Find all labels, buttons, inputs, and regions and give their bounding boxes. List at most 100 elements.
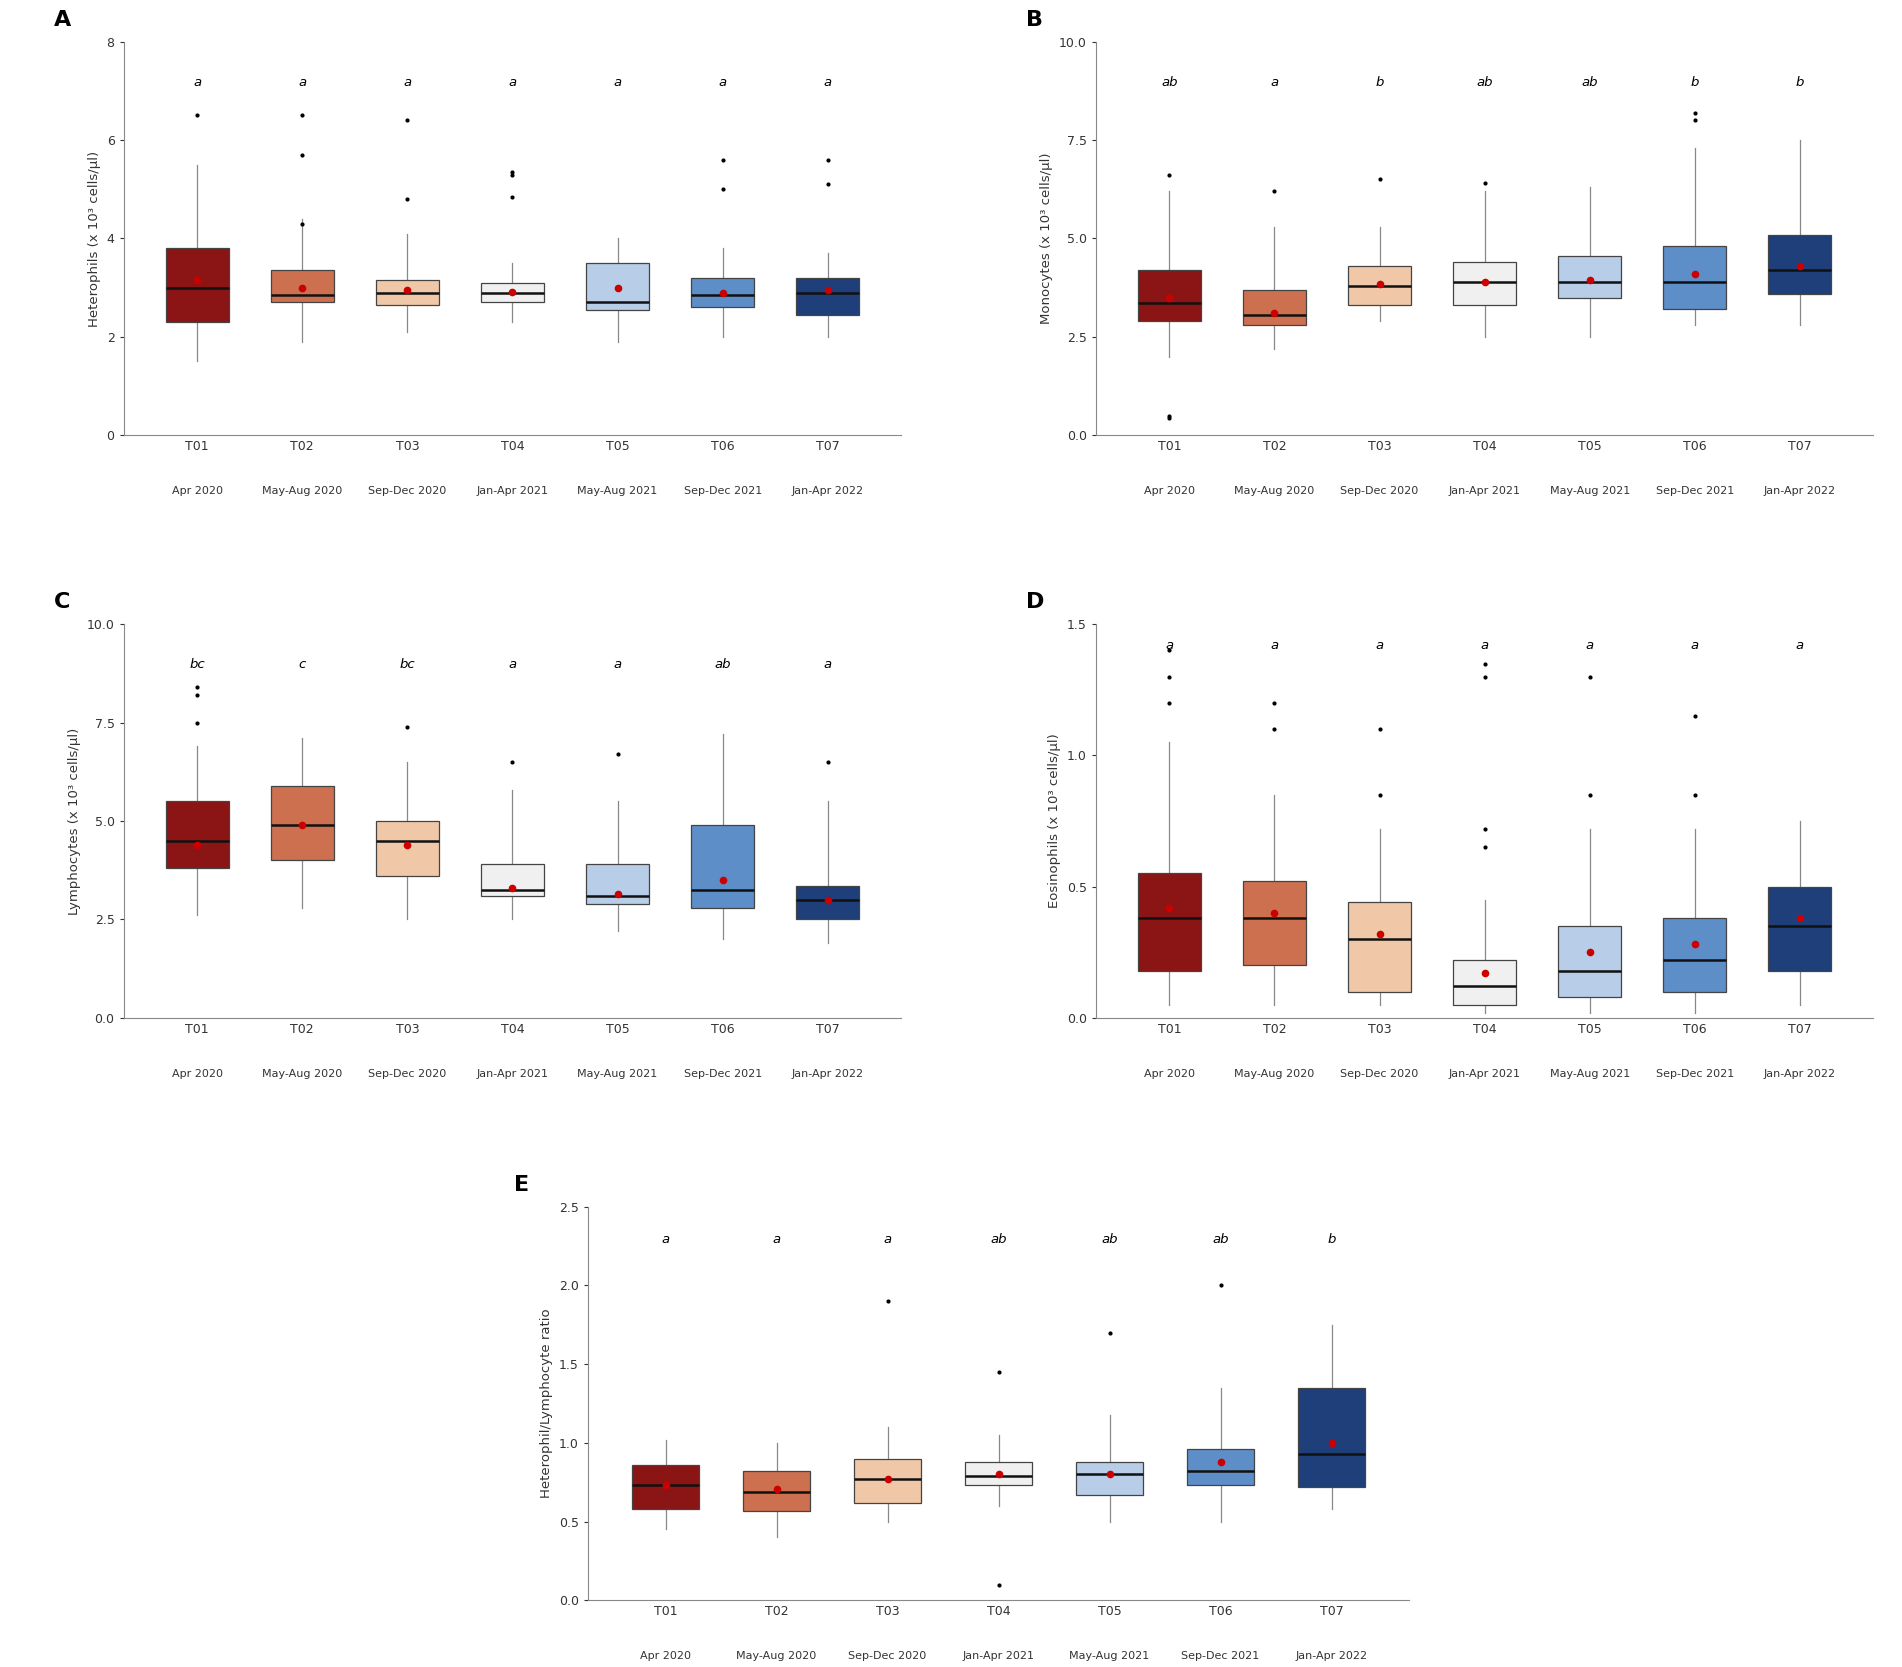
Bar bbox=[797, 885, 860, 920]
Y-axis label: Monocytes (x 10³ cells/µl): Monocytes (x 10³ cells/µl) bbox=[1040, 153, 1054, 323]
Text: Jan-Apr 2022: Jan-Apr 2022 bbox=[791, 1069, 864, 1079]
Bar bbox=[1137, 874, 1200, 970]
Text: b: b bbox=[1691, 77, 1698, 88]
Text: Apr 2020: Apr 2020 bbox=[641, 1652, 690, 1662]
Text: Sep-Dec 2020: Sep-Dec 2020 bbox=[1341, 1069, 1419, 1079]
Text: ab: ab bbox=[1581, 77, 1598, 88]
Text: B: B bbox=[1025, 10, 1042, 30]
Text: a: a bbox=[1795, 638, 1803, 652]
Y-axis label: Eosinophils (x 10³ cells/µl): Eosinophils (x 10³ cells/µl) bbox=[1048, 733, 1061, 909]
Text: bc: bc bbox=[399, 658, 415, 672]
Bar bbox=[744, 1472, 810, 1510]
Text: a: a bbox=[1375, 638, 1383, 652]
Bar bbox=[1349, 902, 1411, 992]
Text: Jan-Apr 2022: Jan-Apr 2022 bbox=[1763, 487, 1835, 497]
Bar bbox=[270, 785, 335, 860]
Bar bbox=[377, 280, 439, 305]
Text: Jan-Apr 2021: Jan-Apr 2021 bbox=[477, 1069, 548, 1079]
Bar bbox=[1077, 1462, 1143, 1495]
Y-axis label: Heterophils (x 10³ cells/µl): Heterophils (x 10³ cells/µl) bbox=[87, 150, 101, 327]
Text: ab: ab bbox=[1101, 1234, 1118, 1245]
Text: Jan-Apr 2021: Jan-Apr 2021 bbox=[962, 1652, 1035, 1662]
Text: a: a bbox=[194, 77, 202, 88]
Text: a: a bbox=[614, 77, 622, 88]
Bar bbox=[481, 864, 544, 895]
Text: a: a bbox=[403, 77, 411, 88]
Text: Jan-Apr 2021: Jan-Apr 2021 bbox=[1449, 487, 1520, 497]
Text: a: a bbox=[508, 77, 517, 88]
Text: Sep-Dec 2021: Sep-Dec 2021 bbox=[683, 487, 763, 497]
Text: a: a bbox=[662, 1234, 670, 1245]
Text: a: a bbox=[719, 77, 727, 88]
Text: a: a bbox=[1271, 77, 1278, 88]
Bar bbox=[1349, 267, 1411, 305]
Text: a: a bbox=[772, 1234, 780, 1245]
Bar bbox=[631, 1465, 698, 1509]
Text: b: b bbox=[1795, 77, 1805, 88]
Text: bc: bc bbox=[190, 658, 205, 672]
Text: a: a bbox=[884, 1234, 892, 1245]
Bar bbox=[586, 864, 649, 904]
Bar bbox=[1242, 290, 1307, 325]
Text: Sep-Dec 2020: Sep-Dec 2020 bbox=[369, 1069, 447, 1079]
Bar bbox=[690, 825, 755, 907]
Text: May-Aug 2021: May-Aug 2021 bbox=[1550, 1069, 1630, 1079]
Text: ab: ab bbox=[1476, 77, 1493, 88]
Bar bbox=[270, 270, 335, 302]
Bar bbox=[964, 1462, 1033, 1485]
Text: May-Aug 2020: May-Aug 2020 bbox=[262, 487, 342, 497]
Text: May-Aug 2020: May-Aug 2020 bbox=[262, 1069, 342, 1079]
Bar bbox=[165, 248, 228, 322]
Text: Apr 2020: Apr 2020 bbox=[171, 1069, 223, 1079]
Text: Sep-Dec 2020: Sep-Dec 2020 bbox=[848, 1652, 926, 1662]
Text: Sep-Dec 2021: Sep-Dec 2021 bbox=[683, 1069, 763, 1079]
Text: b: b bbox=[1328, 1234, 1335, 1245]
Bar bbox=[1769, 887, 1832, 970]
Text: Sep-Dec 2020: Sep-Dec 2020 bbox=[1341, 487, 1419, 497]
Text: Jan-Apr 2021: Jan-Apr 2021 bbox=[1449, 1069, 1520, 1079]
Text: Jan-Apr 2022: Jan-Apr 2022 bbox=[1763, 1069, 1835, 1079]
Bar bbox=[377, 820, 439, 877]
Bar bbox=[1558, 925, 1621, 997]
Text: A: A bbox=[53, 10, 70, 30]
Bar bbox=[481, 283, 544, 302]
Text: Apr 2020: Apr 2020 bbox=[171, 487, 223, 497]
Text: May-Aug 2020: May-Aug 2020 bbox=[1234, 1069, 1314, 1079]
Bar bbox=[1187, 1449, 1253, 1485]
Bar bbox=[1299, 1387, 1366, 1487]
Text: a: a bbox=[508, 658, 517, 672]
Text: Jan-Apr 2022: Jan-Apr 2022 bbox=[1295, 1652, 1368, 1662]
Text: Jan-Apr 2022: Jan-Apr 2022 bbox=[791, 487, 864, 497]
Text: May-Aug 2021: May-Aug 2021 bbox=[1069, 1652, 1149, 1662]
Text: ab: ab bbox=[991, 1234, 1006, 1245]
Text: ab: ab bbox=[1212, 1234, 1229, 1245]
Bar bbox=[165, 802, 228, 869]
Text: Jan-Apr 2021: Jan-Apr 2021 bbox=[477, 487, 548, 497]
Text: a: a bbox=[299, 77, 306, 88]
Text: a: a bbox=[1166, 638, 1174, 652]
Text: May-Aug 2021: May-Aug 2021 bbox=[578, 1069, 658, 1079]
Y-axis label: Heterophil/Lymphocyte ratio: Heterophil/Lymphocyte ratio bbox=[540, 1309, 553, 1499]
Bar bbox=[1662, 919, 1727, 992]
Text: c: c bbox=[299, 658, 306, 672]
Bar bbox=[1137, 270, 1200, 322]
Bar bbox=[690, 278, 755, 307]
Text: Sep-Dec 2020: Sep-Dec 2020 bbox=[369, 487, 447, 497]
Bar bbox=[1662, 247, 1727, 310]
Text: Sep-Dec 2021: Sep-Dec 2021 bbox=[1655, 1069, 1735, 1079]
Text: a: a bbox=[1586, 638, 1594, 652]
Text: Sep-Dec 2021: Sep-Dec 2021 bbox=[1181, 1652, 1259, 1662]
Text: a: a bbox=[1271, 638, 1278, 652]
Text: b: b bbox=[1375, 77, 1385, 88]
Text: ab: ab bbox=[715, 658, 730, 672]
Text: May-Aug 2020: May-Aug 2020 bbox=[736, 1652, 816, 1662]
Text: D: D bbox=[1025, 592, 1044, 612]
Text: a: a bbox=[614, 658, 622, 672]
Text: Apr 2020: Apr 2020 bbox=[1143, 1069, 1194, 1079]
Bar bbox=[854, 1459, 921, 1502]
Bar bbox=[1558, 257, 1621, 297]
Text: May-Aug 2021: May-Aug 2021 bbox=[578, 487, 658, 497]
Text: C: C bbox=[53, 592, 70, 612]
Text: E: E bbox=[514, 1175, 529, 1195]
Bar bbox=[797, 278, 860, 315]
